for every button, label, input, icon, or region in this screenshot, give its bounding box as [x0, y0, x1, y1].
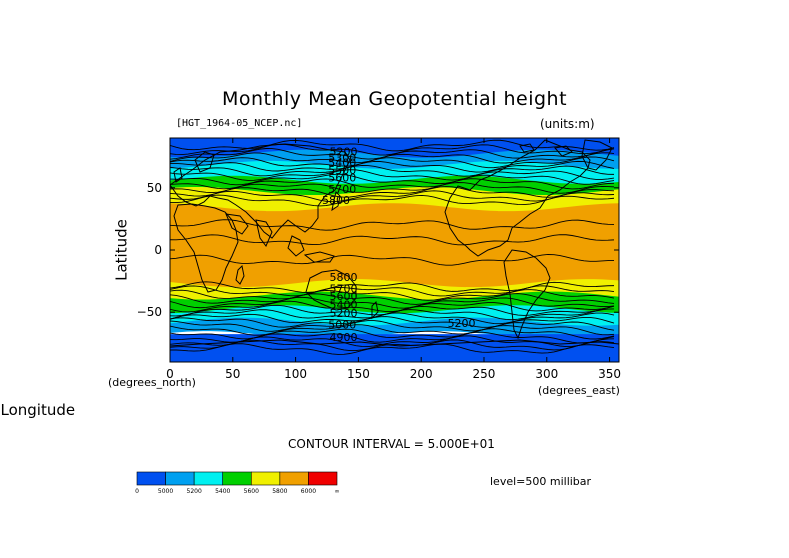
x-tick-label: 300 [535, 367, 558, 381]
x-axis-label: Longitude [0, 401, 76, 419]
contour-lines [170, 139, 615, 355]
colorbar-tick-label: ∞ [335, 488, 340, 495]
contour-line [170, 320, 615, 332]
x-tick-label: 200 [410, 367, 433, 381]
y-tick-label: −50 [137, 305, 162, 319]
colorbar-tick-label: 5200 [187, 488, 202, 495]
contour-line [170, 293, 615, 305]
contour-line [170, 328, 615, 340]
contour-label: 5800 [322, 194, 350, 207]
contour-label: 5800 [330, 271, 358, 284]
colorbar-swatch [165, 471, 195, 486]
x-tick-label: 250 [473, 367, 496, 381]
coastlines [170, 139, 619, 347]
colorbar-tick-label: 5800 [272, 488, 287, 495]
contour-line [170, 281, 615, 293]
contour-line [170, 194, 615, 207]
contour-label: 5700 [330, 282, 358, 295]
colorbar-swatch [250, 471, 281, 486]
contour-line [170, 300, 615, 313]
chart-title: Monthly Mean Geopotential height [221, 88, 568, 110]
colorbar-tick-label: 6000 [301, 488, 316, 495]
colorbar-swatch [222, 471, 252, 486]
contour-line [170, 324, 615, 336]
contour-line [170, 164, 615, 177]
colorbar-tick-label: 5600 [244, 488, 259, 495]
contour-line [170, 289, 615, 301]
x-tick-label: 50 [225, 367, 240, 381]
contour-label: 5500 [328, 164, 356, 177]
contour-line [170, 219, 615, 231]
y-tick-label: 50 [147, 181, 162, 195]
contour-label: 5600 [328, 172, 356, 185]
contour-line [170, 182, 615, 194]
contour-line [170, 143, 615, 156]
contour-label: 5400 [328, 157, 356, 170]
level-label: level=500 millibar [490, 475, 592, 488]
file-label: [HGT_1964-05_NCEP.nc] [176, 118, 303, 129]
contour-line [170, 186, 615, 198]
contour-line [170, 190, 615, 203]
colorbar-swatch [308, 471, 338, 486]
contour-label: 5400 [330, 298, 358, 311]
contour-line [170, 169, 615, 181]
contour-line [170, 156, 615, 169]
contour-label: 5200 [330, 145, 358, 158]
y-unit-label: (degrees_north) [108, 376, 196, 389]
contour-labels: 5200530054005500560057005800580057005600… [322, 145, 476, 344]
contour-line [170, 152, 615, 164]
contour-label: 4900 [330, 331, 358, 344]
units-label: (units:m) [540, 117, 595, 131]
contour-label: 5000 [328, 318, 356, 331]
contour-line [170, 308, 615, 321]
contour-line [170, 312, 615, 325]
contour-line [170, 343, 615, 355]
contour-line [170, 139, 615, 152]
colorbar-swatch [136, 471, 166, 486]
colorbar-swatch [279, 471, 309, 486]
contour-line [170, 316, 615, 328]
contour-line [170, 160, 615, 173]
x-axis-ticks: 0 50 100 150 200 250 300 350 [166, 138, 621, 381]
contour-interval-label: CONTOUR INTERVAL = 5.000E+01 [288, 437, 495, 451]
colorbar-tick-label: 5000 [158, 488, 173, 495]
contour-label: 5200 [330, 307, 358, 320]
contour-line [170, 234, 615, 246]
colorbar-swatch [193, 471, 224, 486]
contour-line [170, 173, 615, 186]
colorbar: 0 5000 5200 5400 5600 5800 6000 ∞ [135, 471, 340, 495]
contour-label: 5200 [448, 317, 476, 330]
x-tick-label: 150 [347, 367, 370, 381]
y-axis-ticks: −50 0 50 [137, 181, 619, 319]
x-tick-label: 350 [598, 367, 621, 381]
colorbar-tick-label: 5400 [215, 488, 230, 495]
x-unit-label: (degrees_east) [538, 384, 620, 397]
contour-line [170, 296, 615, 309]
contour-line [170, 254, 615, 266]
colorbar-tick-label: 0 [135, 488, 139, 495]
contour-label: 5600 [330, 290, 358, 303]
contour-line [170, 339, 615, 352]
x-tick-label: 0 [166, 367, 174, 381]
contour-line [170, 285, 615, 297]
contour-label: 5700 [328, 183, 356, 196]
contour-label: 5300 [328, 152, 356, 165]
x-tick-label: 100 [284, 367, 307, 381]
y-tick-label: 0 [154, 243, 162, 257]
